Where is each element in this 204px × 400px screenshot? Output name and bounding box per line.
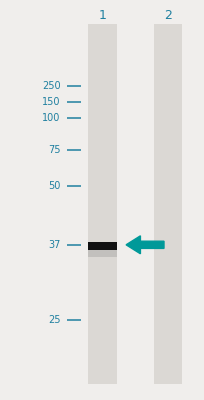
Text: 25: 25: [48, 315, 60, 325]
Bar: [88, 242, 116, 250]
Text: 250: 250: [42, 81, 60, 91]
FancyArrow shape: [125, 236, 163, 254]
Text: 2: 2: [163, 9, 171, 22]
Text: 50: 50: [48, 181, 60, 191]
Bar: [153, 24, 182, 384]
Text: 37: 37: [48, 240, 60, 250]
Text: 1: 1: [98, 9, 106, 22]
Text: 100: 100: [42, 113, 60, 123]
Bar: [88, 250, 116, 256]
Bar: [88, 24, 116, 384]
Text: 75: 75: [48, 145, 60, 155]
Text: 150: 150: [42, 97, 60, 107]
